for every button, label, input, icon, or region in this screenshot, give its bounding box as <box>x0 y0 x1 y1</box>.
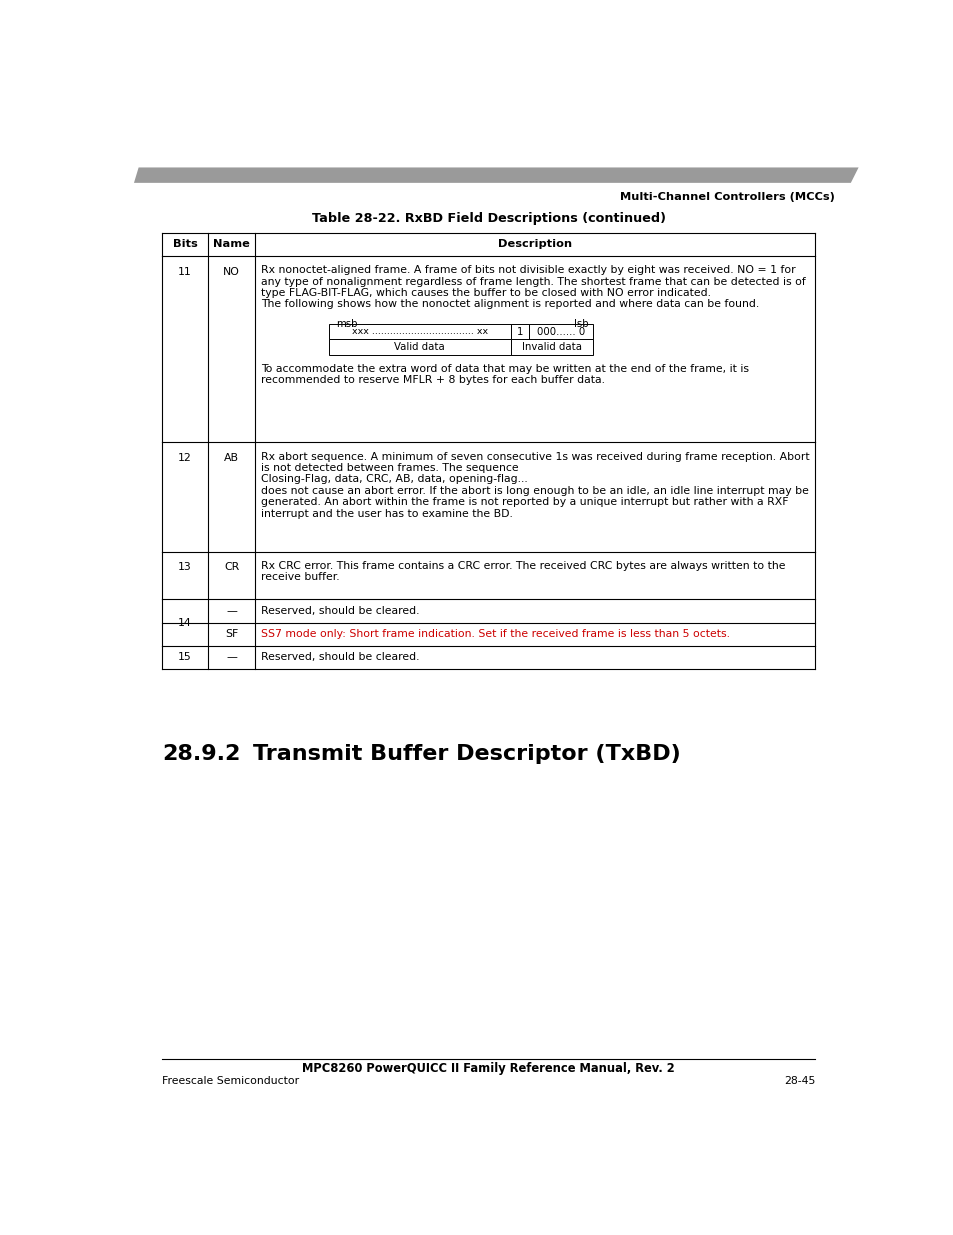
Text: recommended to reserve MFLR + 8 bytes for each buffer data.: recommended to reserve MFLR + 8 bytes fo… <box>261 375 604 385</box>
Text: Multi-Channel Controllers (MCCs): Multi-Channel Controllers (MCCs) <box>619 193 835 203</box>
Text: 28.9.2: 28.9.2 <box>162 745 240 764</box>
Text: CR: CR <box>224 562 239 573</box>
Bar <box>510 340 592 354</box>
Text: 15: 15 <box>178 652 192 662</box>
Text: The following shows how the nonoctet alignment is reported and where data can be: The following shows how the nonoctet ali… <box>261 299 759 310</box>
Text: Bits: Bits <box>172 240 197 249</box>
Text: Rx abort sequence. A minimum of seven consecutive 1s was received during frame r: Rx abort sequence. A minimum of seven co… <box>261 452 809 462</box>
Text: receive buffer.: receive buffer. <box>261 572 339 583</box>
Text: Reserved, should be cleared.: Reserved, should be cleared. <box>261 606 419 616</box>
Bar <box>510 324 529 340</box>
Text: xxx .................................. xx: xxx .................................. x… <box>351 327 487 336</box>
Text: any type of nonalignment regardless of frame length. The shortest frame that can: any type of nonalignment regardless of f… <box>261 277 805 287</box>
Text: Name: Name <box>213 240 250 249</box>
Text: interrupt and the user has to examine the BD.: interrupt and the user has to examine th… <box>261 509 513 519</box>
Text: Description: Description <box>497 240 572 249</box>
Bar <box>328 324 510 340</box>
Text: 28-45: 28-45 <box>783 1076 815 1086</box>
Text: 14: 14 <box>178 618 192 627</box>
Text: Freescale Semiconductor: Freescale Semiconductor <box>162 1076 298 1086</box>
Text: 000...... 0: 000...... 0 <box>537 326 584 337</box>
Text: Table 28-22. RxBD Field Descriptions (continued): Table 28-22. RxBD Field Descriptions (co… <box>312 212 665 225</box>
Bar <box>529 324 592 340</box>
Text: To accommodate the extra word of data that may be written at the end of the fram: To accommodate the extra word of data th… <box>261 364 748 374</box>
Text: 13: 13 <box>178 562 192 573</box>
Text: Rx nonoctet-aligned frame. A frame of bits not divisible exactly by eight was re: Rx nonoctet-aligned frame. A frame of bi… <box>261 266 795 275</box>
Text: SF: SF <box>225 629 238 638</box>
Text: 12: 12 <box>178 453 192 463</box>
Text: —: — <box>226 606 236 616</box>
Text: 1: 1 <box>517 326 522 337</box>
Text: Invalid data: Invalid data <box>521 342 581 352</box>
Text: does not cause an abort error. If the abort is long enough to be an idle, an idl: does not cause an abort error. If the ab… <box>261 485 808 495</box>
Text: Reserved, should be cleared.: Reserved, should be cleared. <box>261 652 419 662</box>
Text: —: — <box>226 652 236 662</box>
Text: 11: 11 <box>178 267 192 277</box>
Text: AB: AB <box>224 453 239 463</box>
Text: msb: msb <box>335 319 357 329</box>
Text: MPC8260 PowerQUICC II Family Reference Manual, Rev. 2: MPC8260 PowerQUICC II Family Reference M… <box>302 1062 674 1076</box>
Text: Transmit Buffer Descriptor (TxBD): Transmit Buffer Descriptor (TxBD) <box>253 745 680 764</box>
Text: generated. An abort within the frame is not reported by a unique interrupt but r: generated. An abort within the frame is … <box>261 498 788 508</box>
Text: NO: NO <box>223 267 240 277</box>
Polygon shape <box>133 168 858 183</box>
Text: lsb: lsb <box>574 319 588 329</box>
Text: is not detected between frames. The sequence: is not detected between frames. The sequ… <box>261 463 518 473</box>
Bar <box>328 340 510 354</box>
Text: SS7 mode only: Short frame indication. Set if the received frame is less than 5 : SS7 mode only: Short frame indication. S… <box>261 629 729 638</box>
Text: Closing-Flag, data, CRC, AB, data, opening-flag...: Closing-Flag, data, CRC, AB, data, openi… <box>261 474 527 484</box>
Text: Valid data: Valid data <box>394 342 444 352</box>
Text: Rx CRC error. This frame contains a CRC error. The received CRC bytes are always: Rx CRC error. This frame contains a CRC … <box>261 561 784 571</box>
Text: type FLAG-BIT-FLAG, which causes the buffer to be closed with NO error indicated: type FLAG-BIT-FLAG, which causes the buf… <box>261 288 710 298</box>
